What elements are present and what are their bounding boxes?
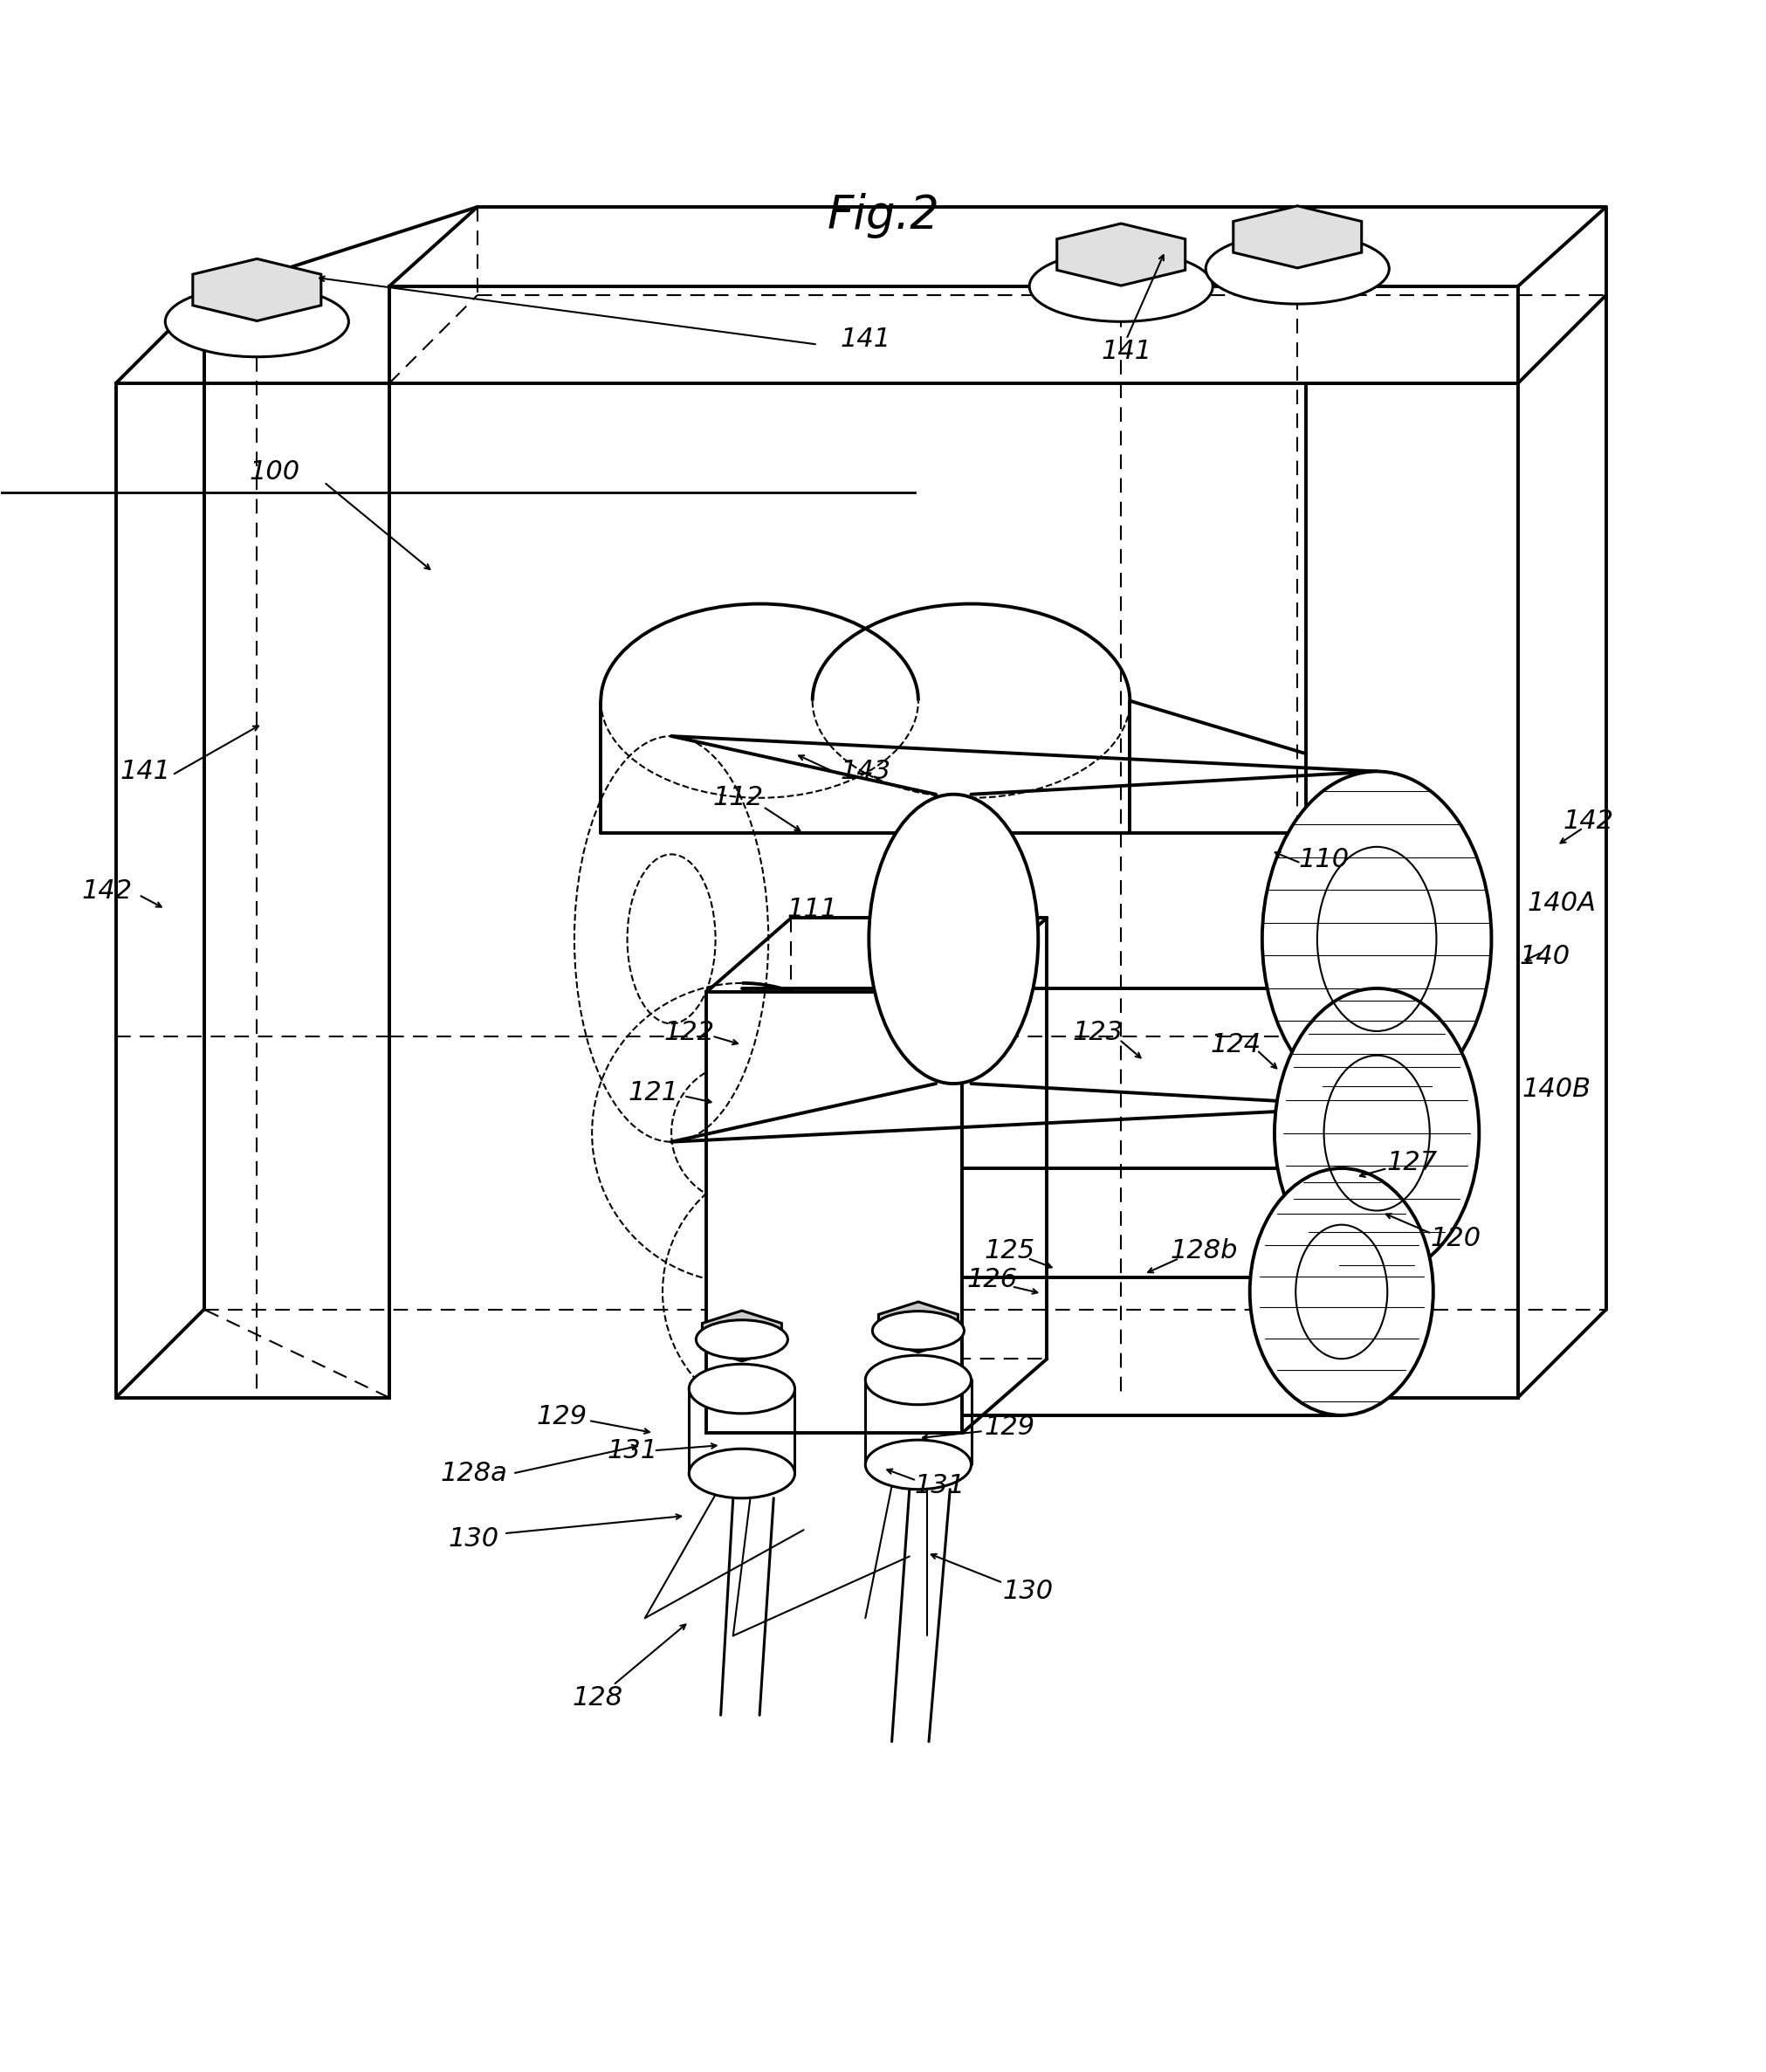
Polygon shape [703,1312,782,1361]
Text: 122: 122 [664,1019,715,1044]
Polygon shape [706,992,962,1434]
Ellipse shape [1275,988,1480,1278]
Text: 125: 125 [985,1239,1035,1264]
Ellipse shape [1250,1169,1434,1415]
Ellipse shape [1206,234,1390,305]
Text: 110: 110 [1298,847,1349,872]
Ellipse shape [696,1320,788,1359]
Text: 123: 123 [1072,1019,1123,1044]
Polygon shape [878,1301,957,1353]
Text: 141: 141 [841,327,890,352]
Text: 127: 127 [1386,1150,1438,1175]
Polygon shape [192,259,321,321]
Text: 124: 124 [1210,1032,1261,1057]
Ellipse shape [1263,771,1492,1106]
Text: 126: 126 [968,1266,1017,1293]
Text: 128b: 128b [1171,1239,1238,1264]
Text: 128: 128 [572,1685,623,1709]
Text: 140B: 140B [1522,1075,1591,1102]
Text: 143: 143 [841,758,890,783]
Text: 111: 111 [788,897,837,922]
Polygon shape [1056,224,1185,286]
Ellipse shape [1030,251,1213,321]
Text: 121: 121 [629,1080,680,1104]
Text: 142: 142 [81,879,132,903]
Text: 130: 130 [449,1527,500,1552]
Ellipse shape [872,1312,964,1351]
Polygon shape [1307,383,1519,1399]
Ellipse shape [865,1440,971,1490]
Polygon shape [389,286,1519,383]
Text: 129: 129 [985,1415,1035,1440]
Text: 131: 131 [608,1438,659,1463]
Ellipse shape [689,1448,795,1498]
Ellipse shape [865,1355,971,1405]
Text: 112: 112 [713,785,763,810]
Polygon shape [1233,205,1362,267]
Text: 140: 140 [1519,945,1570,970]
Text: 100: 100 [249,458,300,485]
Text: Fig.2: Fig.2 [826,193,940,238]
Text: 128a: 128a [440,1461,507,1486]
Ellipse shape [166,286,348,356]
Ellipse shape [869,794,1038,1084]
Polygon shape [117,383,389,1399]
Text: 120: 120 [1430,1227,1482,1251]
Text: 140A: 140A [1528,891,1596,916]
Text: 130: 130 [1003,1579,1053,1604]
Text: 129: 129 [537,1405,588,1430]
Ellipse shape [689,1363,795,1413]
Text: 131: 131 [915,1473,964,1498]
Text: 142: 142 [1563,808,1614,833]
Text: 141: 141 [1100,340,1151,365]
Text: 141: 141 [120,758,171,783]
